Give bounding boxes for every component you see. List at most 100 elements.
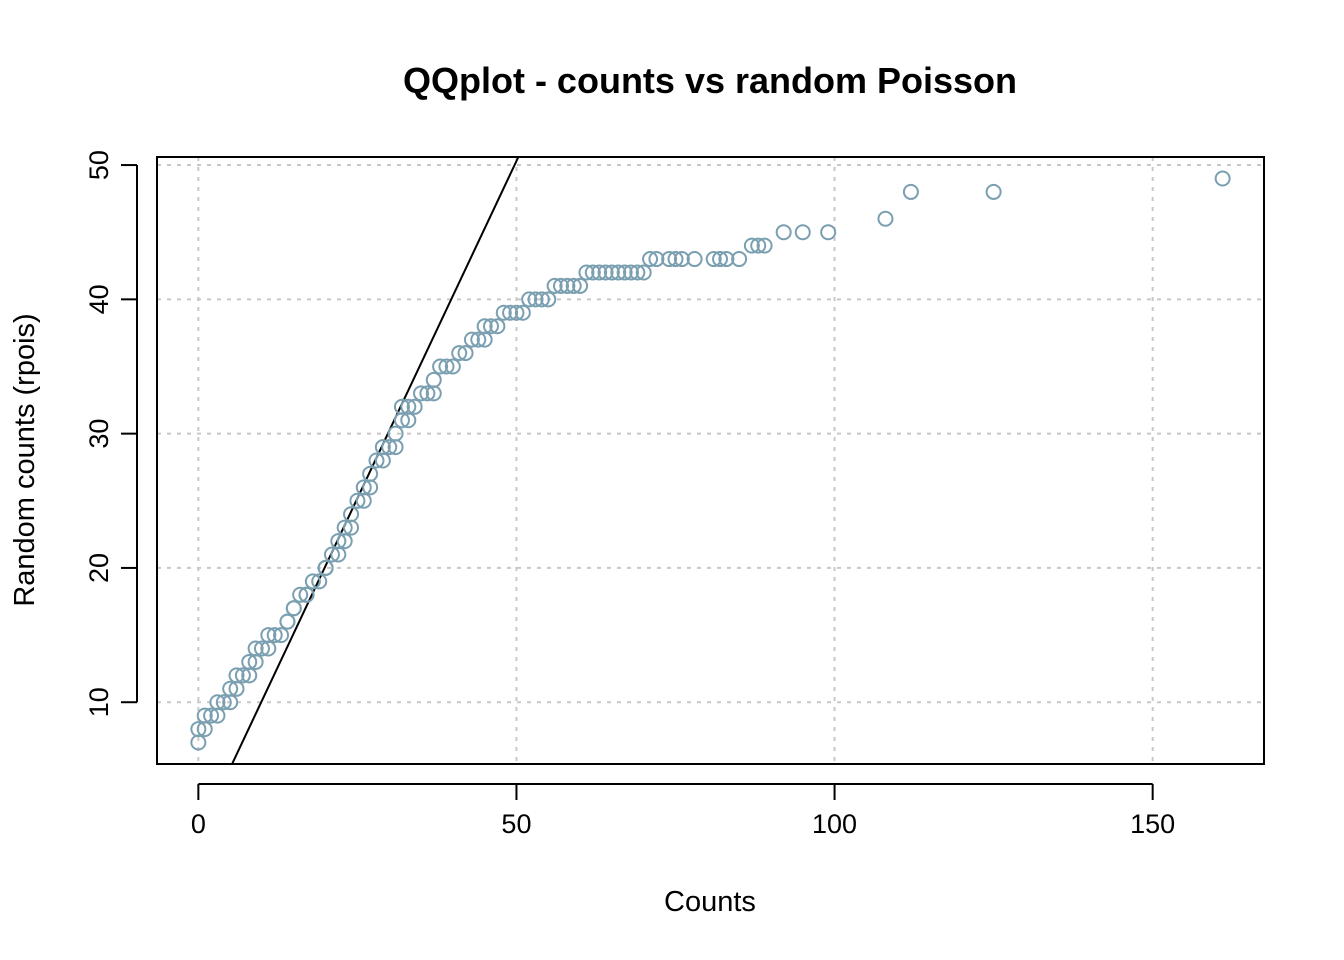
data-point (393, 398, 410, 415)
data-point (502, 304, 519, 321)
data-point (209, 694, 226, 711)
data-point (514, 304, 531, 321)
data-point (400, 398, 417, 415)
data-point (432, 358, 449, 375)
y-axis-label: Random counts (rpois) (9, 313, 41, 606)
data-point (336, 519, 353, 536)
x-tick-label: 150 (1130, 809, 1175, 839)
data-point (190, 721, 207, 738)
data-point (546, 277, 563, 294)
data-point (705, 251, 722, 268)
data-point (902, 183, 919, 200)
data-point (279, 613, 296, 630)
data-point (635, 264, 652, 281)
data-point (413, 385, 430, 402)
plot-border (156, 156, 1265, 765)
data-point (298, 586, 315, 603)
data-point (387, 425, 404, 442)
data-point (597, 264, 614, 281)
data-point (578, 264, 595, 281)
data-point (285, 600, 302, 617)
data-point (603, 264, 620, 281)
data-point (234, 667, 251, 684)
y-tick-label: 10 (84, 687, 114, 717)
data-point (775, 224, 792, 241)
data-point (508, 304, 525, 321)
x-tick-label: 50 (501, 809, 531, 839)
data-point (349, 492, 366, 509)
data-point (527, 291, 544, 308)
data-point (196, 707, 213, 724)
data-point (495, 304, 512, 321)
x-axis: 0 50 100 150 (191, 783, 1175, 839)
data-point (222, 680, 239, 697)
data-point (565, 277, 582, 294)
data-point (552, 277, 569, 294)
y-tick-label: 40 (84, 284, 114, 314)
data-point (317, 559, 334, 576)
data-point (629, 264, 646, 281)
data-point (323, 546, 340, 563)
chart-title: QQplot - counts vs random Poisson (403, 60, 1017, 101)
data-point (622, 264, 639, 281)
data-point (451, 345, 468, 362)
data-point (610, 264, 627, 281)
x-tick-label: 100 (812, 809, 857, 839)
data-point (343, 506, 360, 523)
data-point (330, 533, 347, 550)
data-point (731, 251, 748, 268)
y-axis: 10 20 30 40 50 (84, 150, 138, 717)
data-point (311, 573, 328, 590)
data-point (476, 318, 493, 335)
data-point (750, 237, 767, 254)
data-point (1214, 170, 1231, 187)
data-point (304, 573, 321, 590)
y-tick-label: 50 (84, 150, 114, 180)
data-point (273, 627, 290, 644)
data-point (470, 331, 487, 348)
data-point (820, 224, 837, 241)
data-point (292, 586, 309, 603)
data-point (362, 465, 379, 482)
data-point (572, 277, 589, 294)
data-point (743, 237, 760, 254)
data-point (712, 251, 729, 268)
data-point (247, 640, 264, 657)
data-point (374, 439, 391, 456)
data-point (228, 667, 245, 684)
data-point (584, 264, 601, 281)
y-tick-label: 20 (84, 553, 114, 583)
data-points (190, 170, 1231, 751)
data-point (368, 452, 385, 469)
data-point (483, 318, 500, 335)
data-point (215, 694, 232, 711)
x-axis-label: Counts (664, 886, 756, 918)
data-point (794, 224, 811, 241)
data-point (260, 627, 277, 644)
data-point (444, 358, 461, 375)
data-point (642, 251, 659, 268)
data-point (457, 345, 474, 362)
data-point (381, 439, 398, 456)
x-tick-label: 0 (191, 809, 206, 839)
data-point (540, 291, 557, 308)
grid-lines (157, 157, 1264, 764)
data-point (406, 398, 423, 415)
data-point (419, 385, 436, 402)
data-point (616, 264, 633, 281)
data-point (718, 251, 735, 268)
data-point (489, 318, 506, 335)
data-point (985, 183, 1002, 200)
data-point (667, 251, 684, 268)
data-point (673, 251, 690, 268)
data-point (203, 707, 220, 724)
data-point (241, 653, 258, 670)
y-tick-label: 30 (84, 419, 114, 449)
data-point (559, 277, 576, 294)
data-point (266, 627, 283, 644)
data-point (756, 237, 773, 254)
data-point (591, 264, 608, 281)
data-point (877, 210, 894, 227)
data-point (425, 371, 442, 388)
